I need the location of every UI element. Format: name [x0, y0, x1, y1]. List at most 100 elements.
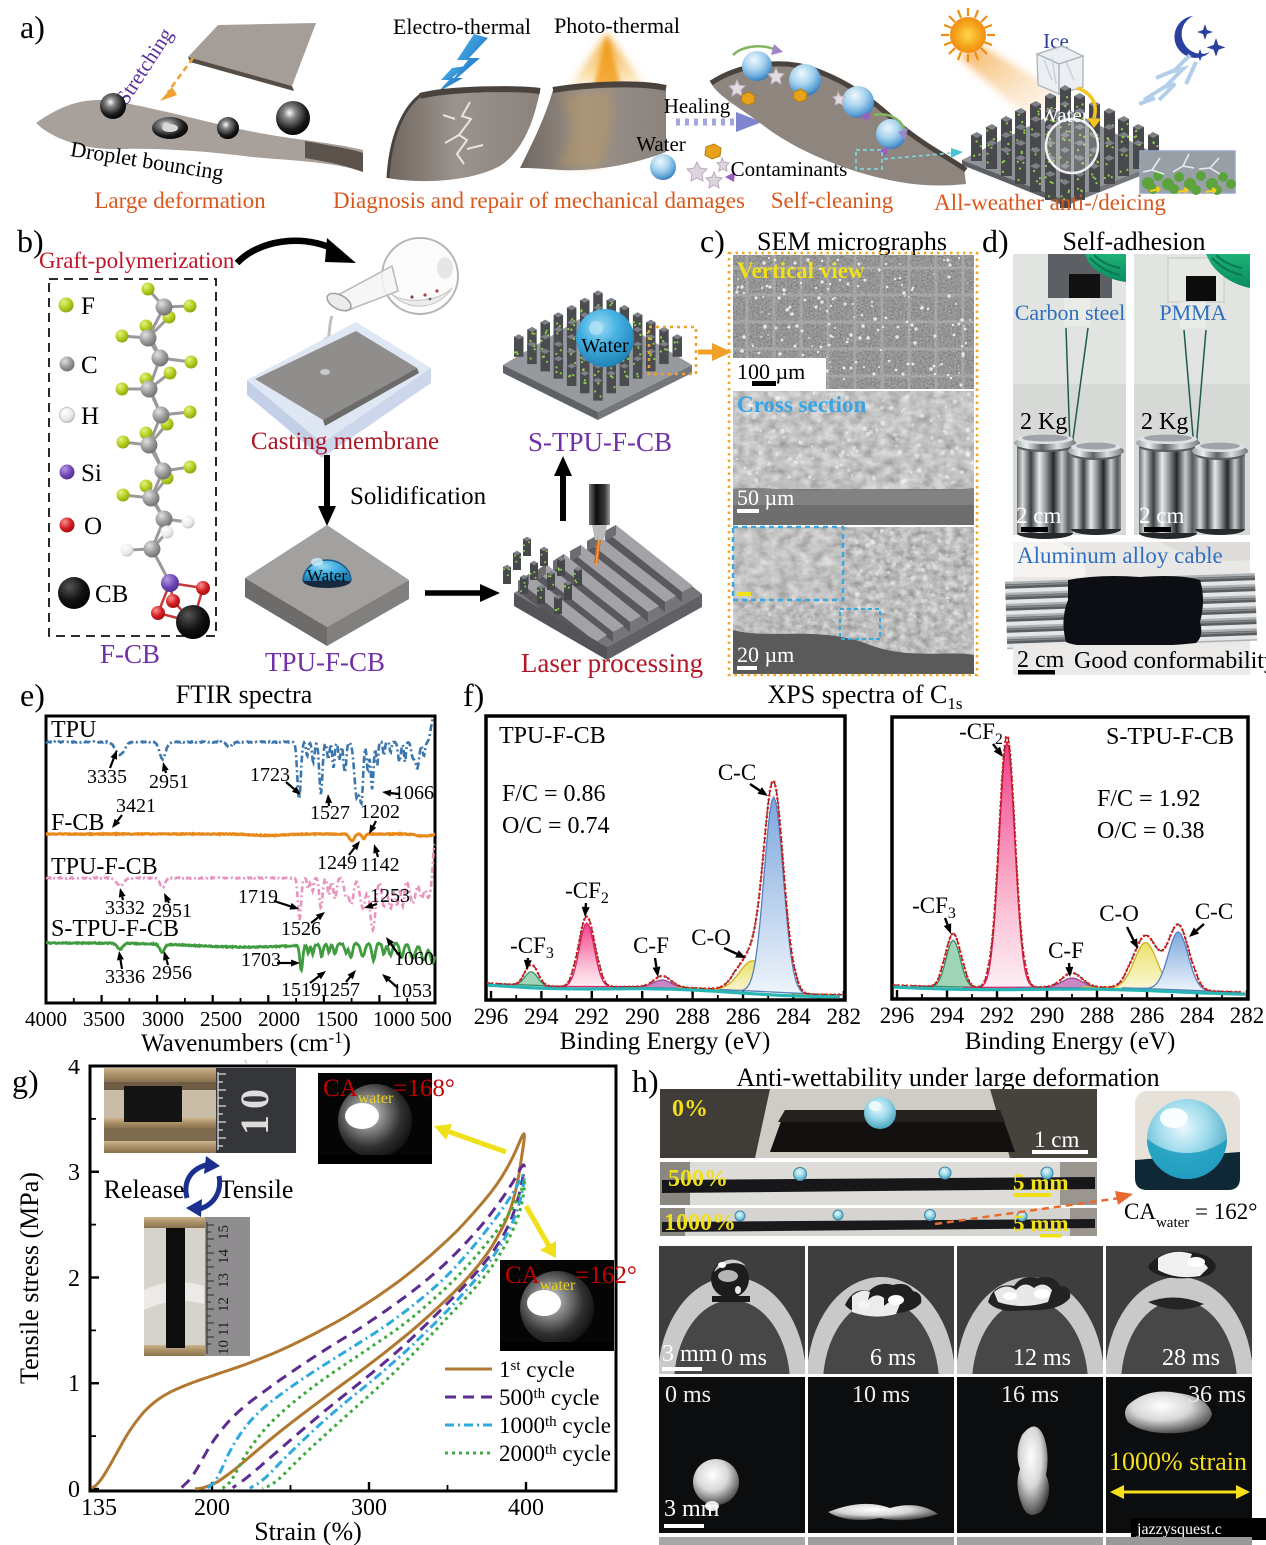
- svg-text:2500: 2500: [200, 1007, 242, 1031]
- svg-text:TPU-F-CB: TPU-F-CB: [51, 854, 158, 880]
- svg-text:C-C: C-C: [718, 760, 756, 785]
- svg-text:1719: 1719: [238, 886, 278, 908]
- svg-text:FTIR spectra: FTIR spectra: [176, 680, 313, 709]
- svg-text:PMMA: PMMA: [1159, 300, 1226, 325]
- svg-text:F/C = 0.86: F/C = 0.86: [502, 781, 606, 807]
- svg-text:2: 2: [68, 1266, 80, 1292]
- svg-text:Anti-wettability under large d: Anti-wettability under large deformation: [736, 1063, 1159, 1092]
- svg-text:292: 292: [575, 1004, 610, 1029]
- svg-text:C-F: C-F: [633, 933, 669, 958]
- svg-text:10 ms: 10 ms: [852, 1382, 910, 1408]
- svg-text:g): g): [12, 1063, 39, 1099]
- svg-text:286: 286: [1130, 1003, 1165, 1028]
- svg-text:3421: 3421: [116, 795, 156, 817]
- svg-text:284: 284: [1180, 1003, 1215, 1028]
- svg-text:500th cycle: 500th cycle: [499, 1385, 599, 1410]
- svg-text:Tensile stress (MPa): Tensile stress (MPa): [15, 1172, 44, 1384]
- svg-text:1000th cycle: 1000th cycle: [499, 1413, 611, 1438]
- svg-text:Electro-thermal: Electro-thermal: [393, 14, 531, 39]
- svg-text:282: 282: [1230, 1003, 1265, 1028]
- svg-text:288: 288: [1080, 1003, 1115, 1028]
- svg-text:TPU-F-CB: TPU-F-CB: [499, 723, 606, 749]
- svg-text:Binding Energy (eV): Binding Energy (eV): [965, 1028, 1176, 1055]
- svg-text:1526: 1526: [281, 918, 321, 940]
- svg-text:Water: Water: [581, 335, 629, 357]
- svg-text:F-CB: F-CB: [100, 639, 160, 669]
- svg-text:Cross section: Cross section: [737, 392, 866, 417]
- svg-text:XPS spectra of C1s: XPS spectra of C1s: [768, 680, 963, 713]
- svg-text:H: H: [81, 403, 99, 430]
- svg-text:28 ms: 28 ms: [1162, 1345, 1220, 1371]
- svg-text:Laser processing: Laser processing: [521, 648, 703, 678]
- svg-text:1249: 1249: [317, 852, 357, 874]
- svg-text:Wavenumbers (cm-1): Wavenumbers (cm-1): [141, 1028, 351, 1057]
- svg-text:16 ms: 16 ms: [1001, 1382, 1059, 1408]
- svg-text:Release: Release: [104, 1175, 185, 1204]
- svg-text:135: 135: [81, 1495, 117, 1521]
- svg-text:Aluminum alloy cable: Aluminum alloy cable: [1017, 543, 1223, 568]
- svg-text:1527: 1527: [310, 802, 350, 824]
- svg-text:11: 11: [216, 1322, 232, 1336]
- svg-text:Carbon steel: Carbon steel: [1015, 300, 1126, 325]
- svg-text:b): b): [17, 228, 44, 259]
- svg-text:-CF3: -CF3: [510, 933, 554, 962]
- svg-text:O/C = 0.38: O/C = 0.38: [1097, 818, 1205, 844]
- svg-text:Casting membrane: Casting membrane: [251, 428, 439, 455]
- svg-text:Vertical view: Vertical view: [737, 258, 865, 283]
- svg-text:-CF3: -CF3: [912, 893, 956, 922]
- svg-text:Graft-polymerization: Graft-polymerization: [39, 248, 235, 273]
- svg-text:1: 1: [68, 1371, 80, 1397]
- svg-text:Good conformability: Good conformability: [1074, 648, 1266, 674]
- svg-text:294: 294: [524, 1004, 559, 1029]
- svg-text:290: 290: [625, 1004, 660, 1029]
- svg-text:Self-cleaning: Self-cleaning: [771, 188, 894, 213]
- svg-text:15: 15: [216, 1225, 232, 1240]
- svg-text:5 mm: 5 mm: [1013, 1211, 1069, 1236]
- svg-text:0%: 0%: [672, 1096, 708, 1122]
- svg-text:400: 400: [508, 1495, 544, 1521]
- svg-text:0 ms: 0 ms: [721, 1345, 767, 1371]
- svg-text:jazzysquest.c: jazzysquest.c: [1136, 1521, 1222, 1538]
- svg-text:Water: Water: [307, 566, 347, 585]
- svg-text:3336: 3336: [105, 966, 145, 988]
- svg-text:C-C: C-C: [1195, 899, 1233, 924]
- svg-text:c): c): [700, 228, 725, 259]
- svg-text:500: 500: [420, 1007, 452, 1031]
- svg-text:h): h): [632, 1063, 659, 1099]
- svg-text:All-weather anti-/deicing: All-weather anti-/deicing: [934, 190, 1166, 215]
- svg-text:e): e): [20, 680, 45, 713]
- svg-text:Si: Si: [81, 460, 102, 487]
- svg-text:500%: 500%: [668, 1166, 728, 1192]
- svg-text:2 cm: 2 cm: [1139, 503, 1184, 528]
- svg-text:6 ms: 6 ms: [870, 1345, 916, 1371]
- svg-text:2 Kg: 2 Kg: [1141, 409, 1188, 435]
- svg-text:2951: 2951: [152, 900, 192, 922]
- svg-text:1000%: 1000%: [664, 1210, 736, 1236]
- svg-text:20 µm: 20 µm: [737, 642, 794, 667]
- svg-text:3 mm: 3 mm: [664, 1496, 720, 1522]
- svg-text:3332: 3332: [105, 897, 145, 919]
- svg-text:288: 288: [675, 1004, 710, 1029]
- svg-text:286: 286: [726, 1004, 761, 1029]
- svg-text:C-O: C-O: [691, 925, 731, 950]
- svg-text:Photo-thermal: Photo-thermal: [554, 13, 680, 38]
- svg-text:0 ms: 0 ms: [665, 1382, 711, 1408]
- svg-text:1253: 1253: [370, 885, 410, 907]
- svg-text:1519: 1519: [281, 979, 321, 1001]
- svg-text:Solidification: Solidification: [350, 483, 487, 510]
- svg-text:1257: 1257: [320, 979, 360, 1001]
- svg-text:Diagnosis and repair of mechan: Diagnosis and repair of mechanical damag…: [333, 188, 745, 213]
- svg-text:3 mm: 3 mm: [662, 1341, 718, 1367]
- svg-text:1202: 1202: [360, 801, 400, 823]
- svg-text:Healing: Healing: [664, 94, 731, 118]
- svg-text:CAwater = 162°: CAwater = 162°: [1124, 1199, 1257, 1231]
- svg-text:Strain (%): Strain (%): [254, 1517, 362, 1545]
- svg-text:C-O: C-O: [1099, 901, 1139, 926]
- svg-text:Binding Energy (eV): Binding Energy (eV): [560, 1028, 771, 1055]
- svg-text:F/C = 1.92: F/C = 1.92: [1097, 786, 1201, 812]
- svg-text:4000: 4000: [25, 1007, 67, 1031]
- svg-text:-CF2: -CF2: [565, 878, 609, 907]
- svg-text:13: 13: [216, 1273, 232, 1288]
- svg-text:0: 0: [68, 1477, 80, 1503]
- svg-text:1703: 1703: [241, 949, 281, 971]
